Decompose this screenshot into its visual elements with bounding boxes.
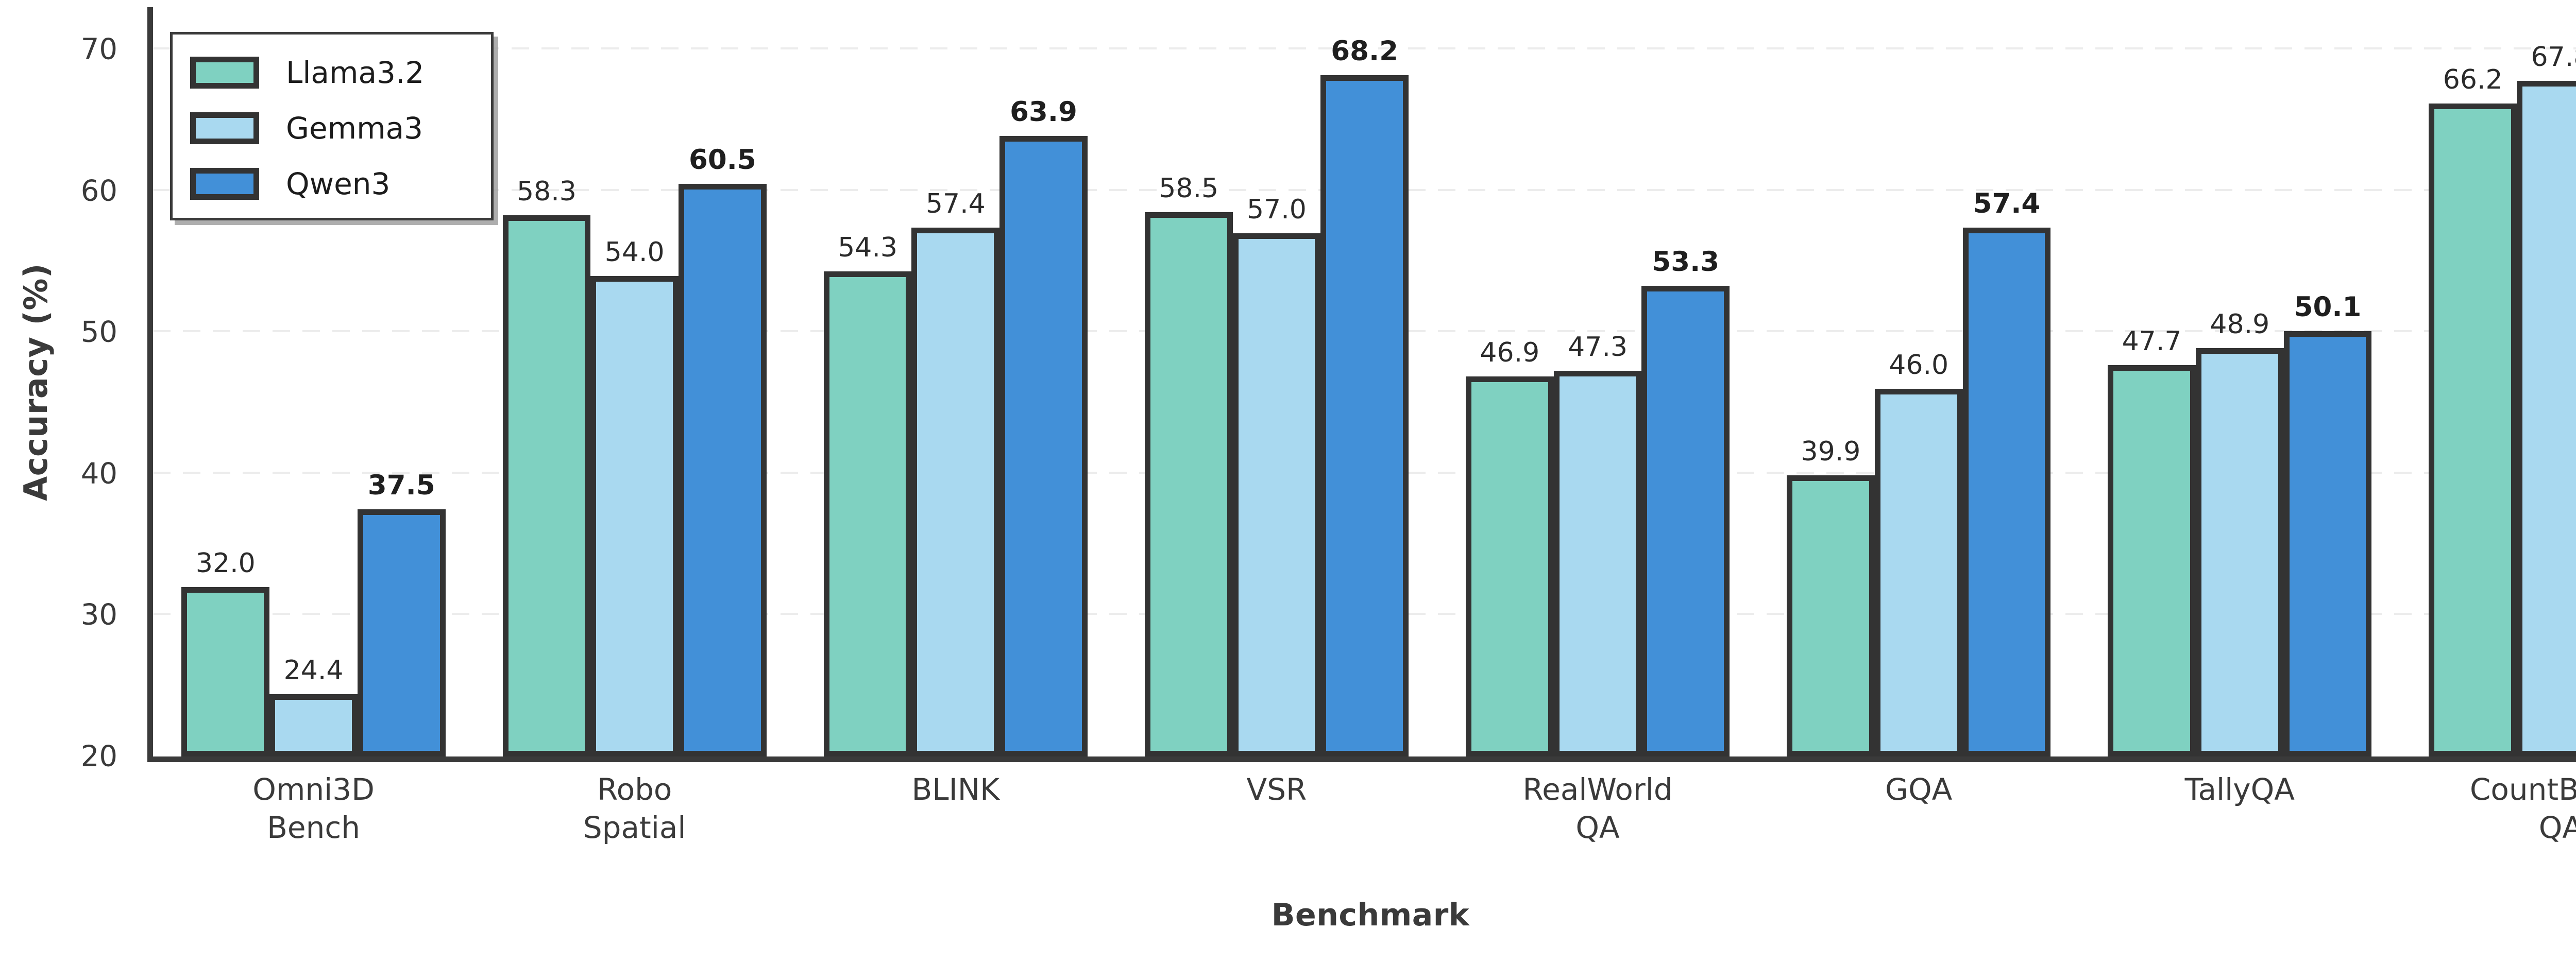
bar xyxy=(1641,285,1730,756)
bar-value-label: 24.4 xyxy=(283,655,344,686)
legend-swatch-icon xyxy=(190,112,259,144)
bar xyxy=(357,509,446,756)
x-tick-label: CountBenchQA xyxy=(2396,770,2576,847)
bar-value-label: 57.4 xyxy=(1973,188,2041,220)
x-tick-label: GQA xyxy=(1754,770,2083,809)
bar xyxy=(911,228,1000,756)
x-tick-label-line: VSR xyxy=(1246,772,1307,807)
plot-inner: 32.0 24.4 37.5 58.3 54.0 60.5 54.3 57.4 63.9 58.5… xyxy=(153,7,2576,756)
legend-label: Qwen3 xyxy=(286,166,391,201)
x-tick-label-line: GQA xyxy=(1885,772,1953,807)
bar xyxy=(590,276,679,756)
bar xyxy=(1232,233,1321,756)
x-tick-label-line: TallyQA xyxy=(2184,772,2295,807)
y-tick-label: 70 xyxy=(80,32,117,66)
y-tick-label: 50 xyxy=(80,315,117,349)
bar xyxy=(1320,75,1409,756)
bar-value-label: 37.5 xyxy=(367,469,435,501)
bar-value-label: 39.9 xyxy=(1801,436,1861,467)
x-tick-label-line: QA xyxy=(2538,810,2576,845)
bar xyxy=(1874,389,1963,756)
x-tick-label-line: QA xyxy=(1575,810,1620,845)
legend-swatch-icon xyxy=(190,57,259,89)
bar xyxy=(1144,212,1233,756)
bar-value-label: 67.8 xyxy=(2531,41,2576,73)
legend-item-2[interactable]: Qwen3 xyxy=(190,166,390,201)
y-tick-label: 60 xyxy=(80,174,117,208)
legend-label: Llama3.2 xyxy=(286,55,425,90)
y-tick-label: 30 xyxy=(80,598,117,632)
x-tick-label-line: CountBench xyxy=(2469,772,2576,807)
bar-value-label: 46.9 xyxy=(1480,337,1540,368)
bar-value-label: 54.3 xyxy=(838,232,897,264)
bar xyxy=(823,271,912,756)
bar-value-label: 46.0 xyxy=(1889,350,1949,381)
bar-value-label: 48.9 xyxy=(2210,308,2270,340)
bar-value-label: 47.7 xyxy=(2122,325,2182,357)
bar xyxy=(502,215,591,756)
x-tick-label-line: Robo xyxy=(597,772,672,807)
x-tick-label: BLINK xyxy=(791,770,1121,809)
legend-swatch-icon xyxy=(190,168,259,200)
bar-value-label: 58.3 xyxy=(517,176,577,207)
x-tick-label-line: Omni3D xyxy=(252,772,375,807)
bar xyxy=(1553,370,1642,756)
x-tick-label: Omni3D Bench xyxy=(149,770,479,847)
x-tick-label-line: Bench xyxy=(267,810,360,845)
bar-value-label: 32.0 xyxy=(195,547,256,579)
x-tick-label: VSR xyxy=(1112,770,1442,809)
bar xyxy=(1787,475,1875,756)
bar xyxy=(999,135,1088,756)
plot-area: 32.0 24.4 37.5 58.3 54.0 60.5 54.3 57.4 63.9 58.5… xyxy=(147,7,2576,762)
bar xyxy=(1962,228,2051,756)
legend-item-0[interactable]: Llama3.2 xyxy=(190,55,424,90)
x-tick-label-line: BLINK xyxy=(911,772,1000,807)
bar xyxy=(1465,376,1554,756)
bar-value-label: 57.0 xyxy=(1247,194,1307,226)
x-tick-label: Robo Spatial xyxy=(470,770,800,847)
bar-value-label: 54.0 xyxy=(604,236,665,268)
bar-value-label: 53.3 xyxy=(1652,246,1720,278)
bar xyxy=(181,587,270,756)
bar-value-label: 66.2 xyxy=(2443,64,2503,95)
legend: Llama3.2 Gemma3 Qwen3 xyxy=(170,32,494,220)
bar-value-label: 57.4 xyxy=(925,188,986,220)
bar-value-label: 58.5 xyxy=(1159,173,1219,204)
y-tick-label: 20 xyxy=(80,740,117,773)
x-tick-label: RealWorld QA xyxy=(1433,770,1762,847)
legend-label: Gemma3 xyxy=(286,111,423,146)
gridline xyxy=(153,47,2576,50)
bar xyxy=(2195,348,2284,756)
legend-item-1[interactable]: Gemma3 xyxy=(190,111,423,146)
bar-value-label: 60.5 xyxy=(689,144,756,176)
bar xyxy=(2108,365,2196,756)
bar xyxy=(269,694,358,756)
y-axis-tick-labels: 20 30 40 50 60 70 xyxy=(0,7,134,773)
x-axis-title: Benchmark xyxy=(1271,897,1470,933)
bar xyxy=(679,184,767,756)
bar-value-label: 68.2 xyxy=(1331,35,1399,67)
x-tick-label: TallyQA xyxy=(2075,770,2404,809)
x-tick-label-line: Spatial xyxy=(583,810,686,845)
bar xyxy=(2517,80,2576,756)
y-tick-label: 40 xyxy=(80,457,117,491)
bar-value-label: 63.9 xyxy=(1010,96,1077,128)
bar xyxy=(2429,103,2517,756)
bar-value-label: 50.1 xyxy=(2294,291,2362,323)
bar-value-label: 47.3 xyxy=(1568,331,1628,363)
x-axis-tick-labels: Omni3D Bench Robo Spatial BLINK VSR RealWorld Q… xyxy=(147,770,2576,873)
bar xyxy=(2283,331,2372,756)
x-tick-label-line: RealWorld xyxy=(1522,772,1673,807)
